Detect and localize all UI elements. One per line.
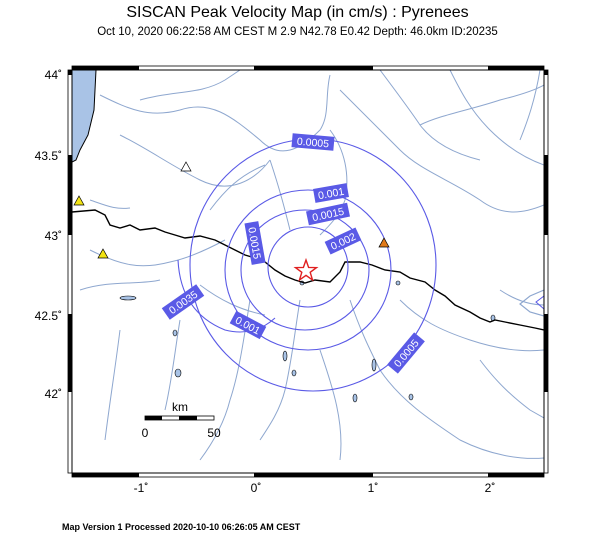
contour-0.0015 — [240, 209, 370, 331]
contour-label: 0.0005 — [296, 136, 329, 151]
stations — [73, 161, 390, 259]
lat-tick-label: 43˚ — [45, 229, 62, 243]
lon-tick-label: 1˚ — [368, 481, 379, 495]
lat-tick-label: 42˚ — [45, 387, 62, 401]
contour-label: 0.0015 — [245, 226, 262, 260]
lakes — [119, 280, 496, 403]
contour-label: 0.001 — [317, 186, 345, 202]
map-title: SISCAN Peak Velocity Map (in cm/s) : Pyr… — [126, 4, 469, 21]
star-icon — [293, 257, 319, 282]
lon-tick-label: 0˚ — [251, 481, 262, 495]
longitude-labels: -1˚ 0˚ 1˚ 2˚ — [134, 481, 496, 495]
contour-0.0010 — [224, 189, 392, 351]
scale-right-label: 50 — [207, 426, 221, 440]
lon-tick-label: -1˚ — [134, 481, 149, 495]
lat-tick-label: 42.5˚ — [35, 309, 62, 323]
lat-tick-label: 43.5˚ — [35, 149, 62, 163]
map-area — [72, 70, 544, 473]
triangle-icon — [180, 161, 192, 172]
sea-area — [72, 70, 96, 162]
scale-left-label: 0 — [142, 426, 149, 440]
scale-bar: km 0 50 — [142, 400, 221, 440]
latitude-labels: 44˚ 43.5˚ 43˚ 42.5˚ 42˚ — [35, 68, 62, 401]
lat-tick-label: 44˚ — [45, 68, 62, 82]
frame-ticks — [67, 65, 549, 478]
event-info: Oct 10, 2020 06:22:58 AM CEST M 2.9 N42.… — [97, 26, 498, 38]
scale-title: km — [172, 400, 188, 414]
country-border — [72, 209, 544, 331]
triangle-icon — [378, 237, 390, 248]
contour-0.0020 — [267, 226, 349, 308]
triangle-icon — [97, 248, 109, 259]
lon-tick-label: 2˚ — [485, 481, 496, 495]
coastline — [519, 289, 544, 317]
triangle-icon — [73, 195, 85, 206]
map-version-footer: Map Version 1 Processed 2020-10-10 06:26… — [62, 522, 301, 532]
rivers — [79, 70, 544, 461]
